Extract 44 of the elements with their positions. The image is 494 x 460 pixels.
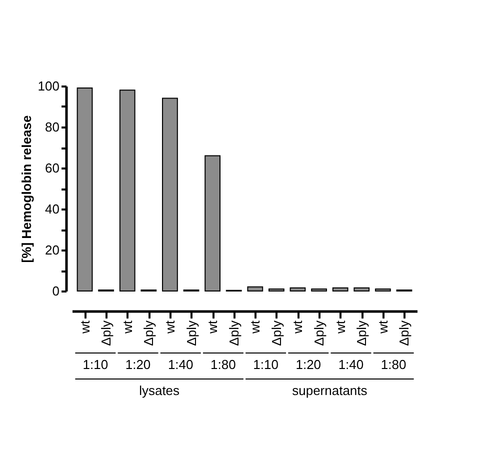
text: 1:20: [125, 357, 151, 372]
x-tick-label: wt: [332, 320, 348, 334]
x-tick-label: Δply: [354, 320, 370, 346]
bar: [374, 288, 391, 292]
text: supernatants: [292, 383, 368, 398]
x-tick-label: Δply: [312, 320, 327, 346]
bar: [332, 287, 348, 292]
text: 1:20: [296, 357, 322, 372]
y-tick-label: 40: [45, 202, 60, 216]
text: 1:40: [338, 357, 364, 372]
text: 1:10: [82, 357, 108, 372]
bar: [290, 287, 306, 292]
text: 1:10: [253, 357, 278, 372]
text: 1:80: [210, 357, 236, 372]
x-tick-label: wt: [120, 320, 135, 334]
bar: [119, 90, 136, 292]
y-tick-label: 60: [45, 160, 60, 176]
bar: [247, 286, 264, 292]
x-tick-label: wt: [248, 320, 263, 334]
y-tick-label: 20: [45, 242, 60, 258]
x-tick-label: wt: [77, 320, 92, 334]
y-tick-label: 100: [38, 78, 60, 94]
bar: [354, 287, 370, 292]
bar: [76, 88, 93, 292]
x-tick-label: Δply: [268, 320, 284, 346]
bar: [204, 155, 221, 292]
x-tick-label: Δply: [184, 320, 199, 346]
x-tick-label: wt: [375, 320, 390, 334]
x-tick-label: Δply: [226, 320, 242, 346]
text: 1:80: [380, 357, 406, 372]
x-tick-label: Δply: [98, 320, 114, 346]
y-axis-title: [%] Hemoglobin release: [18, 115, 34, 263]
x-tick-label: wt: [290, 320, 306, 334]
x-tick-label: wt: [205, 320, 220, 334]
text: lysates: [139, 383, 180, 398]
bar: [311, 288, 327, 292]
x-tick-label: Δply: [141, 320, 156, 346]
x-tick-label: Δply: [396, 320, 412, 346]
y-tick-label: 80: [45, 120, 60, 134]
bar: [268, 288, 284, 292]
bar: [162, 98, 178, 292]
x-tick-label: wt: [162, 320, 178, 334]
text: 1:40: [168, 357, 194, 372]
y-tick-label: 0: [52, 284, 60, 298]
